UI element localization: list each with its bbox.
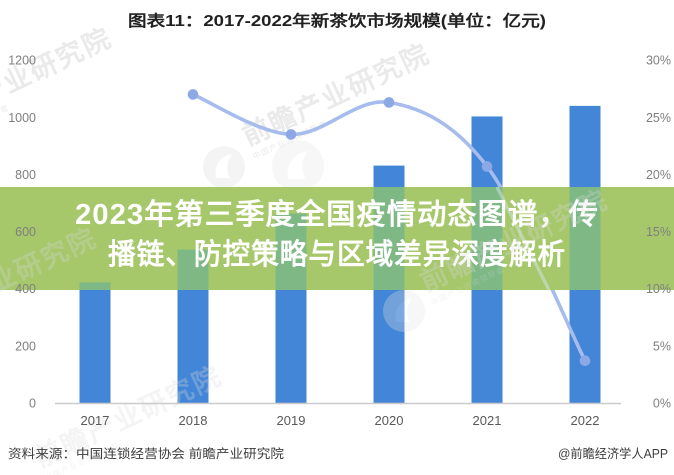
category-label-2020: 2020 bbox=[375, 413, 404, 428]
watermark-text: 前瞻产业研究院 bbox=[237, 38, 434, 152]
left-tick-label: 1000 bbox=[8, 111, 36, 125]
banner-headline-line1: 2023年第三季度全国疫情动态图谱，传 bbox=[75, 197, 599, 231]
banner-bar-shadow-2022 bbox=[569, 187, 601, 290]
right-tick-label: 15% bbox=[646, 225, 671, 239]
growth-point bbox=[285, 129, 297, 140]
right-tick-label: 20% bbox=[646, 168, 671, 182]
qianzhan-logo-watermark bbox=[383, 290, 425, 332]
credit-note: @前瞻经济学人APP bbox=[558, 446, 668, 461]
banner-bar-shadows bbox=[79, 187, 601, 290]
category-label-2022: 2022 bbox=[571, 413, 600, 428]
growth-point bbox=[579, 355, 591, 367]
growth-point bbox=[481, 161, 493, 172]
category-label-2018: 2018 bbox=[179, 413, 208, 428]
banner-background bbox=[0, 187, 674, 290]
left-tick-label: 600 bbox=[15, 225, 36, 239]
banner-bar-shadow-2019 bbox=[275, 213, 307, 290]
left-tick-label: 200 bbox=[15, 339, 36, 353]
category-label-2017: 2017 bbox=[81, 413, 110, 428]
banner-bar-shadow-2020 bbox=[373, 187, 405, 290]
banner-bar-shadow-2017 bbox=[79, 282, 111, 290]
left-tick-label: 400 bbox=[15, 282, 36, 296]
right-tick-label: 5% bbox=[653, 339, 671, 353]
watermark-tile: 前瞻产业研究院 中国产业咨询领导者 bbox=[0, 22, 117, 146]
banner-headline-line2: 播链、防控策略与区域差异深度解析 bbox=[108, 237, 566, 271]
overlay-banner: 2023年第三季度全国疫情动态图谱，传 播链、防控策略与区域差异深度解析 bbox=[0, 186, 674, 291]
category-label-2019: 2019 bbox=[277, 413, 306, 428]
right-axis-tick-labels: 30% 25% 20% 15% 10% 5% 0% bbox=[646, 54, 671, 411]
left-tick-label: 800 bbox=[15, 168, 36, 182]
category-label-2021: 2021 bbox=[473, 413, 502, 428]
growth-point bbox=[187, 89, 199, 100]
source-note: 资料来源：中国连锁经营协会 前瞻产业研究院 bbox=[8, 446, 285, 461]
left-tick-label: 0 bbox=[29, 397, 36, 411]
banner-bar-shadow-2021 bbox=[471, 187, 503, 290]
growth-point bbox=[383, 97, 395, 108]
left-tick-label: 1200 bbox=[8, 54, 36, 68]
right-tick-label: 10% bbox=[646, 282, 671, 296]
right-tick-label: 25% bbox=[646, 111, 671, 125]
bar-2017 bbox=[79, 282, 111, 403]
right-tick-label: 0% bbox=[653, 397, 671, 411]
watermark-tile: 前瞻产业研究院 中国产业咨询领导者 bbox=[237, 38, 434, 162]
right-tick-label: 30% bbox=[646, 54, 671, 68]
left-axis-tick-labels: 1200 1000 800 600 400 200 0 bbox=[8, 54, 36, 411]
chart-title: 图表11：2017-2022年新茶饮市场规模(单位：亿元) bbox=[128, 11, 546, 30]
banner-faint-line-segment bbox=[495, 186, 551, 291]
x-axis-category-labels: 2017 2018 2019 2020 2021 2022 bbox=[81, 413, 600, 428]
qianzhan-logo-watermark bbox=[203, 140, 324, 192]
banner-bar-shadow-2018 bbox=[177, 249, 209, 290]
